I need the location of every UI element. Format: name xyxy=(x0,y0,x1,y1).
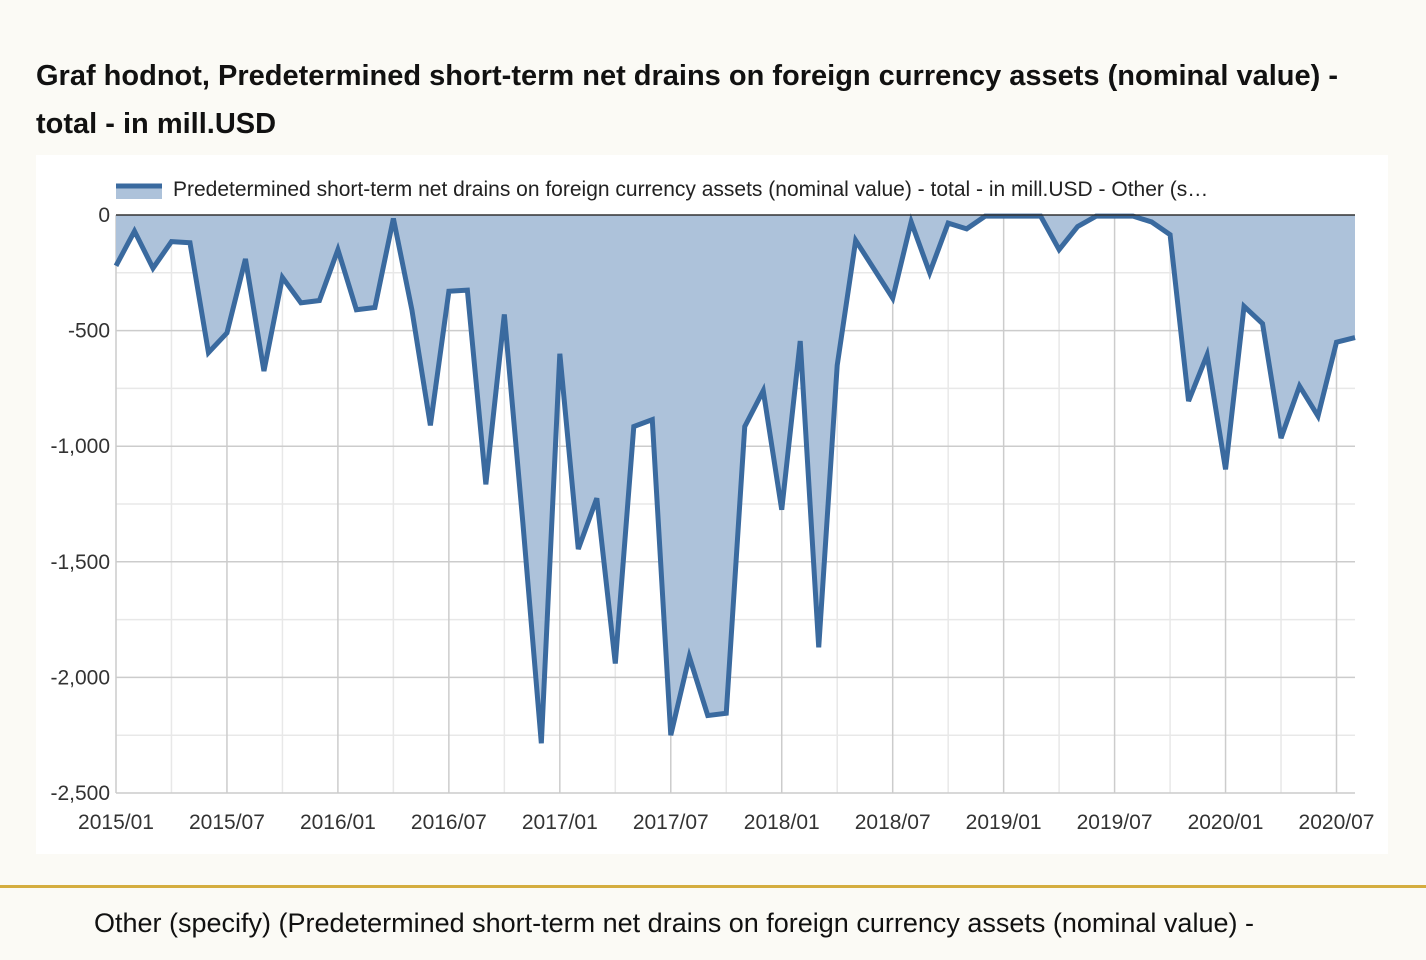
x-axis-ticks: 2015/01 2015/07 2016/01 2016/07 2017/01 2017/… xyxy=(78,811,1374,834)
series-line xyxy=(113,213,1356,744)
x-tick-label: 2015/01 xyxy=(78,811,154,834)
x-tick-label: 2017/07 xyxy=(633,811,709,834)
y-tick-label: -2,500 xyxy=(50,782,110,805)
x-tick-label: 2018/01 xyxy=(744,811,820,834)
y-tick-label: -1,000 xyxy=(50,435,110,458)
x-tick-label: 2017/01 xyxy=(522,811,598,834)
chart-title: Graf hodnot, Predetermined short-term ne… xyxy=(36,60,1339,140)
x-tick-label: 2018/07 xyxy=(855,811,931,834)
area-chart: 0-500-1,000-1,500-2,000-2,500 2015/01 201… xyxy=(50,178,1374,834)
x-tick-label: 2019/07 xyxy=(1077,811,1153,834)
footer-text: Other (specify) (Predetermined short-ter… xyxy=(94,908,1254,938)
x-tick-label: 2016/01 xyxy=(300,811,376,834)
x-tick-label: 2020/07 xyxy=(1299,811,1375,834)
x-tick-label: 2020/01 xyxy=(1188,811,1264,834)
divider xyxy=(0,885,1426,888)
legend[interactable]: Predetermined short-term net drains on f… xyxy=(116,178,1208,201)
x-tick-label: 2015/07 xyxy=(189,811,265,834)
chart-container: 0 -500 -1,000 -1,500 -2,000 -2,500 2015/01 201… xyxy=(36,155,1388,854)
y-axis-ticks: 0 -500 -1,000 -1,500 -2,000 -2,500 xyxy=(50,204,110,805)
x-tick-label: 2016/07 xyxy=(411,811,487,834)
series-area xyxy=(116,215,1355,744)
y-tick-label: 0 xyxy=(98,204,110,227)
legend-label: Predetermined short-term net drains on f… xyxy=(173,178,1208,201)
y-tick-label: -500 xyxy=(68,320,110,343)
x-tick-label: 2019/01 xyxy=(966,811,1042,834)
y-tick-label: -1,500 xyxy=(50,551,110,574)
y-tick-label: -2,000 xyxy=(50,666,110,689)
